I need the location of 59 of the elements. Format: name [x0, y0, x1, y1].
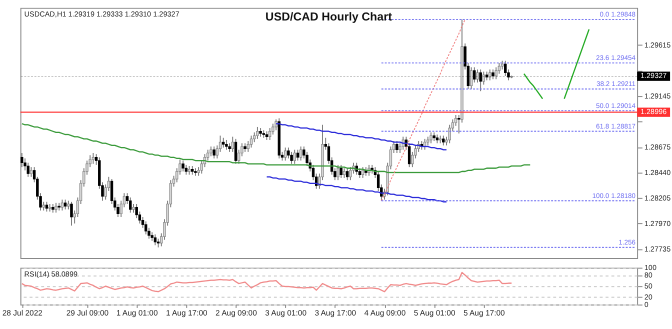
candlestick — [361, 166, 364, 178]
candlestick — [346, 168, 349, 181]
candlestick — [129, 196, 132, 214]
x-tick-label: 1 Aug 01:00 — [116, 308, 158, 318]
candlestick — [296, 149, 300, 162]
x-tick-label: 4 Aug 09:00 — [364, 308, 406, 318]
candlestick — [349, 166, 352, 181]
x-tick-label: 29 Jul 09:00 — [66, 308, 109, 318]
candlestick — [20, 152, 24, 168]
candlestick — [64, 199, 67, 210]
x-tick-label: 5 Aug 01:00 — [414, 308, 456, 318]
candlestick — [60, 199, 64, 211]
x-tick-label: 1 Aug 17:00 — [166, 308, 208, 318]
candlestick — [210, 146, 212, 157]
candlestick — [154, 234, 157, 246]
candlestick — [284, 147, 287, 162]
candlestick — [26, 162, 30, 178]
candlestick — [45, 201, 48, 212]
line-series — [266, 176, 448, 202]
candlestick — [442, 135, 445, 146]
candlestick — [482, 71, 486, 86]
x-tick-label: 5 Aug 17:00 — [463, 308, 505, 318]
candlestick — [144, 220, 148, 235]
candlestick — [430, 132, 432, 144]
x-tick-label: 3 Aug 17:00 — [314, 308, 356, 318]
x-tick-label: 2 Aug 09:00 — [216, 308, 257, 318]
candlestick — [231, 136, 234, 152]
candlestick — [476, 68, 479, 83]
chart-title: USD/CAD Hourly Chart — [265, 10, 392, 24]
candlestick — [336, 164, 340, 181]
candlestick — [184, 164, 188, 176]
candlestick — [299, 146, 302, 162]
candlestick — [268, 128, 272, 140]
candlestick — [30, 166, 33, 178]
x-tick-label: 28 Jul 2022 — [2, 308, 42, 318]
candlestick — [342, 168, 346, 178]
candlestick — [494, 66, 498, 80]
candlestick — [256, 126, 259, 140]
x-tick-label: 3 Aug 01:00 — [265, 308, 307, 318]
candlestick — [293, 149, 296, 164]
line-series — [21, 272, 512, 292]
candlestick — [234, 138, 238, 164]
line-series — [380, 19, 466, 202]
candlestick — [70, 201, 73, 226]
candlestick — [470, 66, 473, 90]
candlestick — [396, 140, 398, 154]
candlestick — [54, 202, 58, 214]
candlestick — [290, 151, 293, 164]
candlestick — [182, 160, 184, 172]
candlestick — [479, 68, 482, 92]
candlestick — [504, 60, 507, 76]
candlestick — [92, 152, 95, 164]
candlestick — [250, 135, 253, 148]
candlestick — [225, 139, 228, 150]
candlestick — [212, 146, 216, 159]
candlestick — [473, 66, 476, 83]
candlestick — [492, 68, 494, 80]
candlestick — [488, 68, 492, 81]
candlestick — [340, 164, 342, 178]
